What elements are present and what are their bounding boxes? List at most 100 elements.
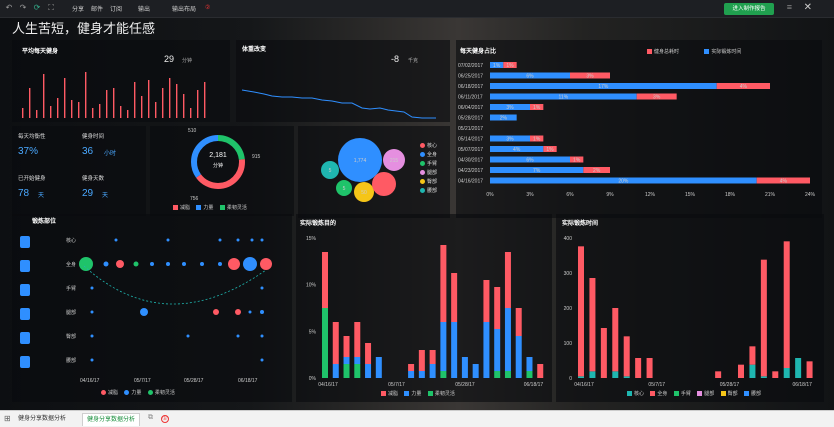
close-icon[interactable]: ✕ bbox=[803, 2, 812, 13]
x-tick: 05/7/17 bbox=[388, 382, 405, 388]
undo-icon[interactable]: ↶ bbox=[5, 3, 13, 12]
bubble-5 bbox=[354, 182, 374, 202]
refresh-icon[interactable]: ⟳ bbox=[33, 3, 41, 12]
donut-legend: 减脂 力量 柔韧灵活 bbox=[168, 204, 247, 211]
weight-panel: 体重改变 -8 千克 bbox=[236, 40, 450, 122]
status-bar: ⊞ 健身分享数据分析 健身分享数据分析 ⧉ ① bbox=[0, 410, 834, 427]
category-label: 06/11/2017 bbox=[458, 95, 483, 101]
x-tick: 04/16/17 bbox=[318, 382, 338, 388]
x-tick: 06/18/17 bbox=[524, 382, 544, 388]
badge-two: ② bbox=[205, 5, 211, 11]
body-parts-panel: 锻炼部位 核心 全身 手臂 腿部 臀部 腰部 bbox=[12, 214, 292, 402]
spark-bar bbox=[78, 102, 80, 118]
y-tick: 300 bbox=[564, 271, 573, 277]
donut-label-3: 756 bbox=[190, 196, 199, 202]
tab-sheet-1[interactable]: 健身分享数据分析 bbox=[18, 416, 67, 422]
kpi-value-4: 29 bbox=[82, 188, 94, 199]
actual-time-panel: 实际锻炼时间 0 100 200 300 400 04/16/17 05/7/17 05/28… bbox=[556, 214, 824, 402]
category-label: 04/16/2017 bbox=[458, 179, 483, 185]
at-legend-6: 腰部 bbox=[751, 391, 762, 397]
bar-actual-label: 2% bbox=[500, 116, 508, 122]
category-label: 04/23/2017 bbox=[458, 168, 483, 174]
stack-bar bbox=[354, 322, 361, 357]
enter-report-button[interactable]: 进入制作报告 bbox=[724, 3, 774, 15]
y-tick: 400 bbox=[564, 236, 573, 242]
bar-total-label: 3% bbox=[586, 74, 594, 80]
donut-label-2: 915 bbox=[252, 154, 261, 160]
bar-actual-label: 6% bbox=[526, 74, 534, 80]
x-tick: 06/18/17 bbox=[792, 382, 812, 388]
menu-icon[interactable]: ≡ bbox=[786, 2, 792, 12]
spark-bar bbox=[29, 88, 31, 118]
stack-bar bbox=[354, 364, 361, 378]
mail-button[interactable]: 邮件 bbox=[91, 7, 104, 13]
bar-total-label: 2% bbox=[593, 168, 601, 174]
kpi-value-2: 36 bbox=[82, 146, 94, 157]
spark-bar bbox=[134, 82, 136, 118]
donut-center-unit: 分钟 bbox=[212, 163, 223, 169]
svg-text:05/7/17: 05/7/17 bbox=[134, 378, 151, 384]
kpi-label-1: 每天均衡性 bbox=[18, 134, 46, 140]
bar-total bbox=[530, 135, 544, 142]
actual-goal-panel: 实际锻炼目的 0% 5% 10% 15% 04/16/17 05/7/17 05/28/17… bbox=[296, 214, 552, 402]
dashboard-canvas: 人生苦短，健身才能任感 平均每天健身 29 分钟 体重改变 -8 千克 每天健身… bbox=[0, 18, 834, 410]
output-layout-button[interactable]: 输出布局 bbox=[172, 7, 197, 13]
category-label: 05/14/2017 bbox=[458, 137, 483, 143]
kpi-value-3: 78 bbox=[18, 188, 30, 199]
bar-total bbox=[756, 177, 810, 184]
share-legend: 健身总耗时 实际锻炼时间 bbox=[642, 48, 741, 55]
fullscreen-icon[interactable]: ⛶ bbox=[48, 3, 54, 12]
legend-total-label: 健身总耗时 bbox=[654, 49, 680, 55]
stack-bar bbox=[738, 364, 744, 378]
copy-icon[interactable]: ⧉ bbox=[148, 414, 153, 421]
output-button[interactable]: 输出 bbox=[138, 7, 151, 13]
kpi-label-3: 已开始健身 bbox=[18, 176, 46, 182]
spark-bar bbox=[113, 88, 115, 118]
bar-actual-label: 1% bbox=[493, 63, 501, 69]
bar-total-label: 1% bbox=[533, 105, 541, 111]
grid-icon[interactable]: ⊞ bbox=[4, 414, 11, 423]
stack-bar bbox=[408, 364, 415, 371]
stack-bar bbox=[795, 358, 802, 378]
category-label: 05/21/2017 bbox=[458, 126, 483, 132]
kpi-label-2: 健身时间 bbox=[82, 134, 105, 140]
bar-total bbox=[716, 83, 770, 89]
spark-bar bbox=[99, 104, 101, 118]
bar-actual bbox=[490, 156, 570, 163]
bar-actual bbox=[490, 62, 504, 68]
stack-bar bbox=[322, 252, 328, 308]
share-button[interactable]: 分享 bbox=[72, 7, 85, 13]
bar-total-label: 1% bbox=[506, 63, 514, 69]
tab-sheet-2[interactable]: 健身分享数据分析 bbox=[82, 413, 141, 426]
badge-one: ① bbox=[161, 415, 169, 423]
weight-value: -8 bbox=[391, 54, 400, 64]
body-parts-legend: 减脂 力量 柔韧灵活 bbox=[96, 389, 175, 396]
stack-bar bbox=[429, 364, 436, 378]
subscribe-button[interactable]: 订阅 bbox=[110, 7, 123, 13]
stack-bar bbox=[504, 371, 511, 378]
bubble-2 bbox=[383, 149, 405, 171]
redo-icon[interactable]: ↷ bbox=[19, 3, 27, 12]
spark-bar bbox=[57, 98, 59, 118]
spark-bar bbox=[183, 94, 185, 118]
spark-bar bbox=[85, 72, 87, 118]
actual-goal-legend: 减脂 力量 柔韧灵活 bbox=[376, 390, 455, 397]
stack-bar bbox=[526, 357, 533, 371]
body-parts-chart: 核心 全身 手臂 腿部 臀部 腰部 04/16/17 05/7/17 05/28… bbox=[20, 236, 272, 384]
legend-part-4: 腿部 bbox=[427, 170, 438, 176]
stack-bar bbox=[418, 350, 425, 371]
stack-bar bbox=[451, 273, 458, 322]
svg-text:06/18/17: 06/18/17 bbox=[238, 378, 258, 384]
stack-bar bbox=[494, 287, 501, 329]
at-legend-1: 核心 bbox=[634, 391, 645, 397]
stack-bar bbox=[429, 350, 436, 364]
stack-bar bbox=[440, 245, 447, 322]
svg-text:腿部: 腿部 bbox=[66, 309, 76, 316]
y-tick: 10% bbox=[306, 283, 317, 289]
legend-part-3: 手臂 bbox=[427, 161, 438, 167]
svg-text:全身: 全身 bbox=[66, 261, 76, 268]
svg-text:臀部: 臀部 bbox=[66, 333, 76, 340]
stack-bar bbox=[332, 364, 339, 378]
ag-legend-3: 柔韧灵活 bbox=[434, 391, 455, 397]
svg-text:腰部: 腰部 bbox=[66, 357, 76, 364]
